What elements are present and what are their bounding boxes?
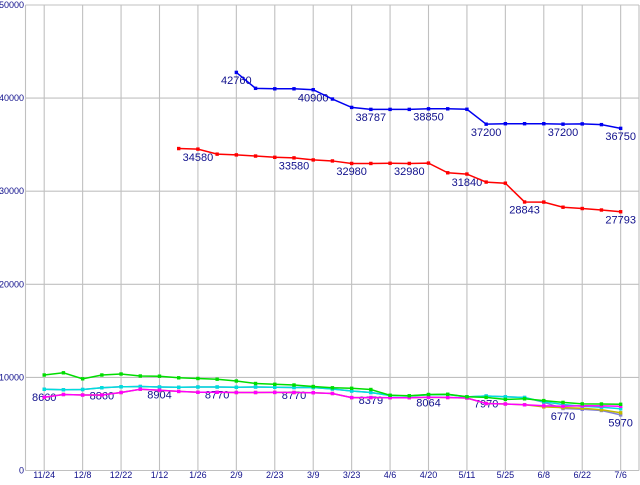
svg-text:32980: 32980 xyxy=(336,166,367,178)
svg-text:38787: 38787 xyxy=(356,112,387,124)
svg-text:4/20: 4/20 xyxy=(420,470,438,480)
svg-text:5970: 5970 xyxy=(608,418,632,430)
svg-text:20000: 20000 xyxy=(0,279,24,289)
svg-text:1/26: 1/26 xyxy=(189,470,207,480)
svg-text:36750: 36750 xyxy=(605,131,636,143)
svg-text:12/8: 12/8 xyxy=(74,470,92,480)
svg-text:2/23: 2/23 xyxy=(266,470,284,480)
svg-text:6/8: 6/8 xyxy=(538,470,551,480)
svg-text:5/11: 5/11 xyxy=(459,470,476,480)
svg-text:11/24: 11/24 xyxy=(33,470,55,480)
svg-text:8904: 8904 xyxy=(147,390,171,402)
svg-text:27793: 27793 xyxy=(605,214,636,226)
svg-text:12/22: 12/22 xyxy=(110,470,133,480)
svg-text:10000: 10000 xyxy=(0,372,24,382)
svg-text:3/9: 3/9 xyxy=(307,470,320,480)
svg-text:37200: 37200 xyxy=(471,127,502,139)
svg-text:6/22: 6/22 xyxy=(573,470,591,480)
svg-text:1/12: 1/12 xyxy=(151,470,169,480)
svg-text:2/9: 2/9 xyxy=(230,470,243,480)
svg-text:34580: 34580 xyxy=(183,152,214,164)
svg-text:40900: 40900 xyxy=(298,92,329,104)
svg-text:38850: 38850 xyxy=(413,112,444,124)
svg-text:50000: 50000 xyxy=(0,0,24,10)
svg-text:30000: 30000 xyxy=(0,186,24,196)
svg-text:28843: 28843 xyxy=(509,205,540,217)
svg-text:4/6: 4/6 xyxy=(384,470,397,480)
svg-text:40000: 40000 xyxy=(0,93,24,103)
svg-text:5/25: 5/25 xyxy=(497,470,515,480)
svg-text:31840: 31840 xyxy=(452,177,483,189)
svg-text:7/6: 7/6 xyxy=(614,470,627,480)
svg-text:37200: 37200 xyxy=(548,127,579,139)
svg-text:32980: 32980 xyxy=(394,166,425,178)
svg-text:6770: 6770 xyxy=(551,411,575,423)
svg-text:0: 0 xyxy=(19,466,24,476)
svg-text:8064: 8064 xyxy=(416,397,440,409)
svg-text:33580: 33580 xyxy=(279,161,310,173)
svg-text:3/23: 3/23 xyxy=(343,470,361,480)
